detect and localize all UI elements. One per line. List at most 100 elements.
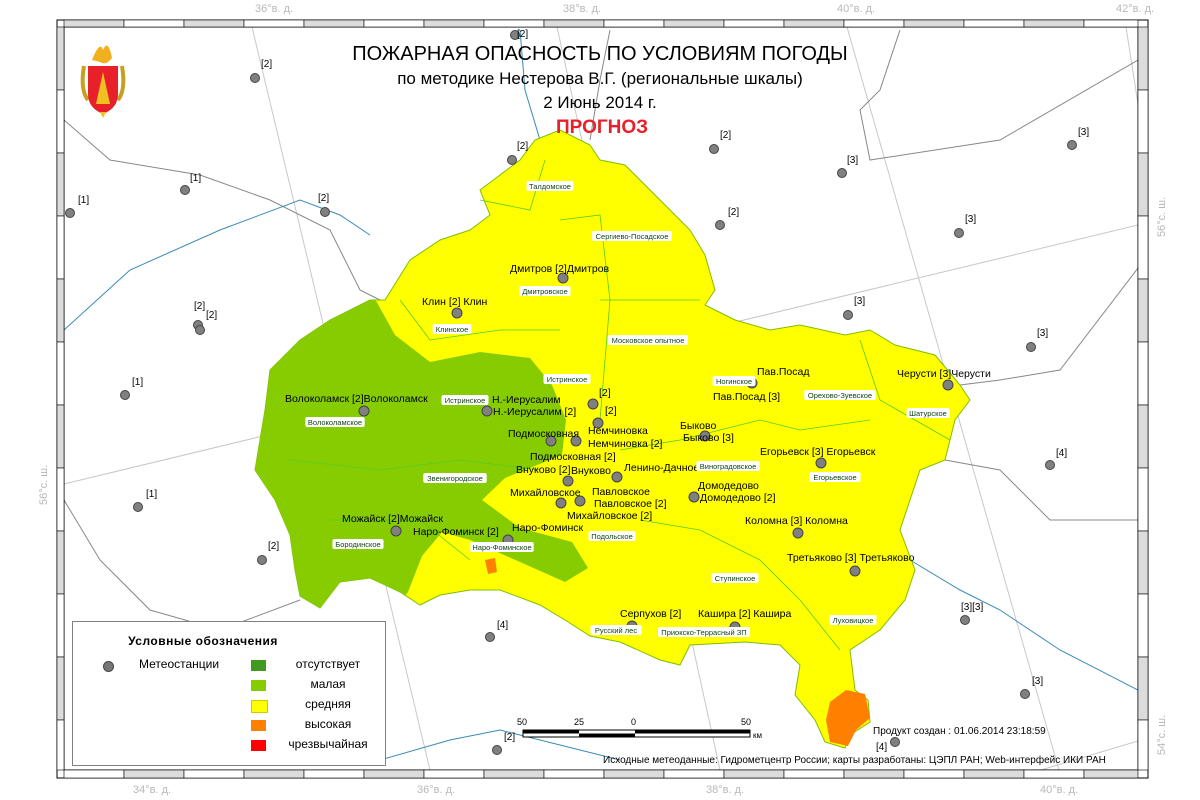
district-label-bg [809, 472, 861, 482]
station-label: [2] [599, 387, 611, 399]
station-marker [849, 565, 861, 577]
station-marker [65, 208, 75, 218]
station-label: [2] [194, 301, 205, 312]
district-label-bg [590, 625, 642, 635]
district-label: Клинское [436, 325, 469, 334]
title-line1: ПОЖАРНАЯ ОПАСНОСТЬ ПО УСЛОВИЯМ ПОГОДЫ [352, 43, 847, 65]
coord-bottom-40: 40°в. д. [1040, 784, 1078, 796]
district-label: Волоколамское [308, 418, 362, 427]
station-label: Пав.Посад [3] [713, 391, 780, 403]
station-label: Волоколамск [2]Волоколамск [285, 393, 428, 405]
coord-left-56: 56°с. ш. [38, 465, 50, 505]
scale-tick-25: 25 [574, 717, 584, 727]
station-marker [562, 475, 574, 487]
moscow-oblast-region [254, 129, 971, 749]
station-marker [960, 615, 970, 625]
station-label: Павловское [2] [594, 498, 667, 510]
coord-right-56: 56°с. ш. [1156, 197, 1168, 237]
station-label: [2] [720, 130, 731, 141]
station-marker [492, 745, 502, 755]
district-label: Ногинское [716, 377, 752, 386]
station-marker [257, 555, 267, 565]
coord-top-40: 40°в. д. [837, 3, 875, 15]
station-label: Домодедово [698, 480, 759, 492]
district-label-bg [470, 542, 534, 552]
district-label: Подольское [591, 532, 633, 541]
district-label: Звенигородское [427, 474, 483, 483]
station-marker [587, 398, 599, 410]
station-label: [2] [504, 732, 515, 743]
station-marker [180, 185, 190, 195]
station-label: [2] [206, 310, 217, 321]
station-label: Н.-Иерусалим [2] [493, 406, 576, 418]
map-frame [56, 19, 1149, 779]
station-label: [1] [78, 195, 89, 206]
district-label-bg [657, 627, 751, 637]
scale-bar: 50 25 0 50 км [517, 717, 762, 740]
station-label: Михайловское [510, 487, 581, 499]
coord-bottom-36: 36°в. д. [417, 784, 455, 796]
district-label: Ступинское [715, 574, 756, 583]
station-label: [4] [1056, 448, 1067, 459]
station-label: Серпухов [2] [620, 608, 681, 620]
station-label: Дмитров [2]Дмитров [510, 263, 610, 275]
legend-class-low: малая [310, 677, 346, 691]
station-label: [3] [847, 155, 858, 166]
district-label-bg [305, 417, 365, 427]
station-label: [4] [876, 742, 887, 753]
rivers [64, 29, 1138, 761]
station-label: [3] [1078, 127, 1089, 138]
swatch-high [251, 720, 266, 731]
station-icon [103, 661, 114, 672]
district-label-bg [432, 324, 472, 334]
station-marker [1020, 689, 1030, 699]
station-marker [843, 310, 853, 320]
legend-title: Условные обозначения [128, 634, 278, 648]
station-marker [557, 272, 569, 284]
district-label: Приокско-Террасный ЗП [661, 628, 746, 637]
station-label: Наро-Фоминск [2] [413, 526, 499, 538]
station-marker [451, 307, 463, 319]
swatch-medium [251, 700, 268, 713]
station-label: Наро-Фоминск [512, 522, 584, 534]
station-marker [195, 325, 205, 335]
credits: Исходные метеоданные: Гидрометцентр Росс… [603, 755, 1106, 766]
station-label: [1] [132, 377, 143, 388]
district-label-bg [712, 376, 756, 386]
swatch-low [251, 680, 266, 691]
station-label: [1] [146, 489, 157, 500]
station-label: Подмосковная [508, 428, 579, 440]
station-label: [2] [517, 141, 528, 152]
station-label: Ленино-Дачное [624, 462, 699, 474]
district-label: Егорьевское [813, 473, 856, 482]
product-created: Продукт создан : 01.06.2014 23:18:59 [873, 726, 1046, 737]
station-label: Клин [2] Клин [422, 296, 488, 308]
station-marker [699, 430, 711, 442]
district-label-bg [543, 374, 591, 384]
legend-class-high: высокая [304, 717, 352, 731]
coord-top-38: 38°в. д. [563, 3, 601, 15]
coord-top-36: 36°в. д. [255, 3, 293, 15]
swatch-none [251, 660, 266, 671]
station-label: Подмосковная [2] [530, 451, 616, 463]
outer-stations: [1][1][2][2][2][2][1][1][2][4][2][2][2][… [65, 29, 1089, 755]
district-labels: Талдомское Сергиево-Посадское Дмитровское К… [305, 181, 950, 637]
station-label: [3] [854, 296, 865, 307]
station-marker [390, 525, 402, 537]
station-label: Быково [680, 420, 716, 432]
district-label: Шатурское [909, 409, 947, 418]
station-label: Павловское [592, 486, 650, 498]
coord-bottom-34: 34°в. д. [133, 784, 171, 796]
station-label: [3] [1032, 676, 1043, 687]
station-label: [3] [1037, 328, 1048, 339]
station-marker [510, 30, 520, 40]
station-marker [611, 471, 623, 483]
scale-tick-50-left: 50 [517, 717, 527, 727]
station-marker [1067, 140, 1077, 150]
station-marker [574, 495, 586, 507]
scale-tick-0: 0 [631, 717, 636, 727]
high-danger-zone-small [485, 558, 497, 574]
station-marker [555, 497, 567, 509]
station-label: Н.-Иерусалим [492, 394, 561, 406]
